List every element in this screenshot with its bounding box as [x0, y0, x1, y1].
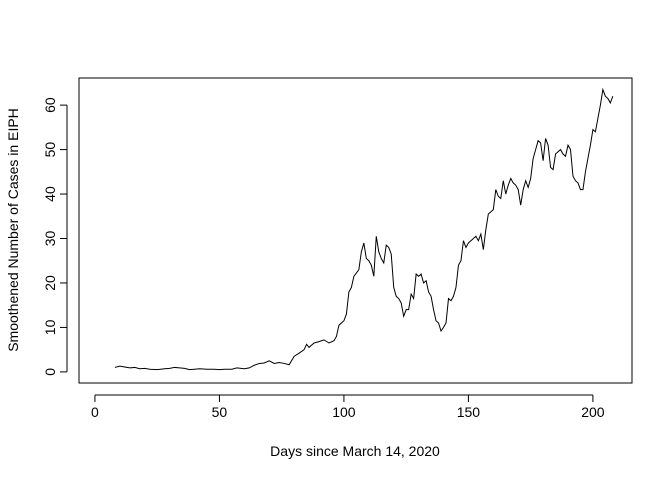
x-tick-label: 0: [91, 404, 99, 420]
y-axis-title: Smoothened Number of Cases in EIPH: [5, 108, 21, 352]
x-tick-label: 150: [457, 404, 481, 420]
x-tick-label: 50: [212, 404, 228, 420]
y-tick-label: 30: [42, 231, 58, 247]
x-tick-label: 100: [332, 404, 356, 420]
y-tick-label: 10: [42, 319, 58, 335]
y-tick-label: 50: [42, 142, 58, 158]
y-tick-label: 0: [42, 368, 58, 376]
y-tick-label: 40: [42, 186, 58, 202]
y-tick-label: 60: [42, 97, 58, 113]
data-line: [114, 87, 614, 371]
x-tick-label: 200: [581, 404, 605, 420]
x-axis-title: Days since March 14, 2020: [270, 443, 440, 459]
y-tick-label: 20: [42, 275, 58, 291]
plot-box: [78, 77, 633, 384]
